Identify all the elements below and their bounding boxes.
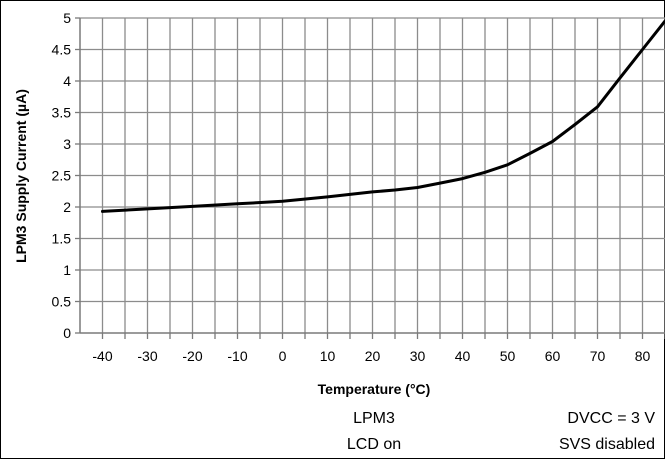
y-tick-label: 2.5 xyxy=(52,168,72,184)
x-tick-label: 50 xyxy=(500,348,516,364)
annotation-lpm3: LPM3 xyxy=(353,410,395,427)
grid-lines xyxy=(80,17,665,333)
y-tick-label: 1 xyxy=(63,262,71,278)
x-tick-label: 30 xyxy=(410,348,426,364)
x-axis-title: Temperature (°C) xyxy=(318,381,431,397)
x-tick-label: 20 xyxy=(365,348,381,364)
annotation-lcd-on: LCD on xyxy=(346,436,402,453)
y-tick-label: 4.5 xyxy=(52,42,72,58)
x-tick-label: 60 xyxy=(545,348,561,364)
x-tick-label: -40 xyxy=(92,348,112,364)
y-tick-label: 1.5 xyxy=(52,231,72,247)
x-tick-label: 10 xyxy=(320,348,336,364)
x-tick-label: -30 xyxy=(137,348,157,364)
annotation-svs-disabled: SVS disabled xyxy=(558,436,655,453)
y-tick-label: 3.5 xyxy=(52,105,72,121)
x-tick-label: -10 xyxy=(227,348,247,364)
y-tick-label: 5 xyxy=(63,10,71,26)
y-tick-label: 3 xyxy=(63,136,71,152)
series-group xyxy=(101,19,665,213)
x-tick-label: 0 xyxy=(279,348,287,364)
x-tick-label: -20 xyxy=(182,348,202,364)
y-tick-label: 2 xyxy=(63,199,71,215)
axes xyxy=(75,17,665,339)
x-tick-label: 80 xyxy=(635,348,651,364)
annotation-dvcc: DVCC = 3 V xyxy=(567,410,655,427)
y-tick-label: 0.5 xyxy=(52,294,72,310)
y-tick-label: 0 xyxy=(63,325,71,341)
y-tick-label: 4 xyxy=(63,73,71,89)
y-axis-title: LPM3 Supply Current (µA) xyxy=(13,89,29,263)
x-tick-label: 70 xyxy=(590,348,606,364)
x-tick-label: 40 xyxy=(455,348,471,364)
series-line xyxy=(101,19,665,213)
tick-labels: 0 0.5 1 1.5 2 2.5 3 3.5 4 4.5 5 -40 -30 -20 -10 0 10 20 30… xyxy=(52,10,651,364)
